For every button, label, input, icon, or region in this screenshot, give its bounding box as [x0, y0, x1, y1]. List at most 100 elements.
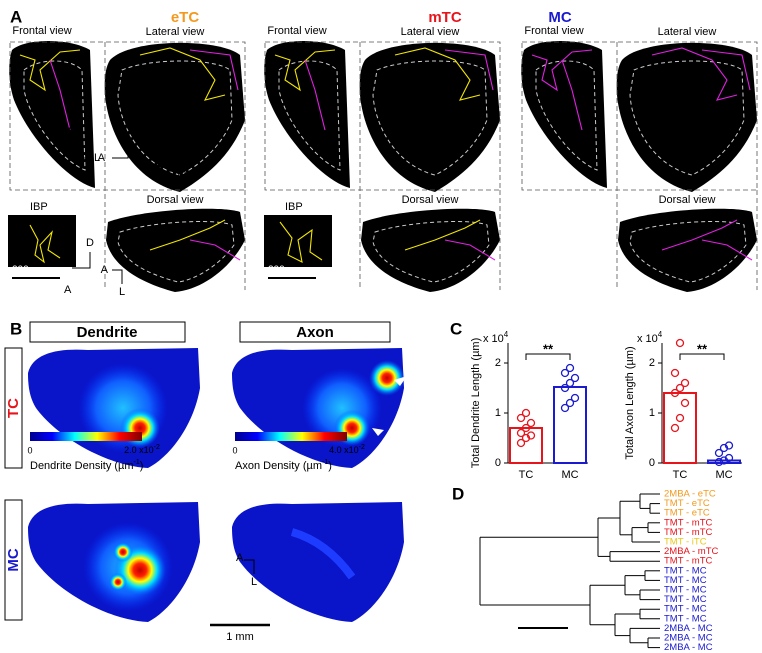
neuron-trace: [701, 49, 751, 91]
brain-outline: [521, 41, 607, 188]
data-point: [670, 368, 680, 378]
group-title: mTC: [428, 9, 462, 26]
compass-label: D: [86, 237, 94, 249]
label-text: Axon Density (µm: [235, 460, 322, 472]
view-label: Frontal view: [267, 25, 326, 37]
neuron-trace: [49, 59, 71, 131]
y-axis-label: Total Axon Length (µm): [624, 346, 636, 459]
view-frame: [264, 41, 501, 191]
neuron-trace: [189, 239, 241, 261]
panel-label: D: [452, 484, 464, 503]
data-point: [521, 423, 531, 433]
data-point: [560, 403, 570, 413]
label-end: ): [140, 460, 144, 472]
leaf-label: 2MBA - mTC: [664, 546, 719, 557]
view-label: Dorsal view: [659, 194, 716, 206]
label-text: Dendrite Density (µm: [30, 460, 134, 472]
view-label: Lateral view: [146, 26, 205, 38]
layer-outline: [117, 60, 233, 176]
layer-outline: [117, 220, 235, 283]
y-tick-label: 2: [649, 357, 655, 369]
x-tick-label: MC: [715, 469, 732, 481]
bar: [663, 392, 697, 464]
neuron-trace: [189, 49, 239, 91]
leaf-label: TMT - mTC: [664, 517, 713, 528]
view-group: eTC Frontal view Lateral view Dorsal view: [9, 9, 246, 292]
label-exponent: -1: [322, 459, 328, 466]
data-point: [680, 398, 690, 408]
y-tick-label: 0: [649, 457, 655, 469]
x-tick-label: TC: [673, 469, 688, 481]
compass-label: L: [251, 576, 257, 588]
significance: **: [697, 341, 708, 356]
data-point: [724, 441, 734, 450]
neuron-trace: [404, 219, 481, 251]
brain-outline: [361, 208, 500, 292]
data-point: [560, 383, 570, 393]
layer-outline: [372, 60, 488, 176]
data-point: [714, 457, 724, 467]
view-label: Frontal view: [12, 25, 71, 37]
inset-label: IBP: [285, 201, 303, 213]
significance: **: [543, 341, 554, 356]
view-frame: [521, 41, 758, 191]
data-point: [565, 398, 575, 408]
row-header-box: [4, 499, 23, 621]
compass: [244, 559, 255, 574]
data-point: [570, 373, 580, 383]
view-label: Dorsal view: [402, 194, 459, 206]
layer-outline: [629, 220, 747, 283]
brain-outline: [104, 42, 246, 192]
view-label: Dorsal view: [147, 194, 204, 206]
colorbar: [235, 432, 347, 441]
compass-label: L: [94, 152, 100, 164]
inset: [8, 215, 76, 267]
panel-label: C: [450, 319, 462, 338]
y-tick-label: 2: [495, 357, 501, 369]
compass: [112, 269, 123, 284]
brain-outline: [106, 208, 245, 292]
data-point: [670, 423, 680, 433]
leaf-label: TMT - MC: [664, 613, 707, 624]
data-point: [526, 431, 536, 440]
brain-outline: [9, 41, 95, 188]
data-point: [516, 413, 526, 423]
data-point: [560, 368, 570, 378]
compass-label: D: [68, 126, 76, 138]
brain-outline: [264, 41, 350, 188]
compass: [72, 252, 91, 269]
leaf-label: TMT - MC: [664, 594, 707, 605]
data-point: [675, 413, 685, 423]
colorbar-tick: 0: [232, 445, 237, 455]
significance-bracket: [525, 353, 571, 360]
neuron-trace: [701, 239, 753, 261]
view-frame: [9, 41, 246, 191]
data-point: [570, 393, 580, 403]
leaf-label: 2MBA - eTC: [664, 489, 716, 500]
layer-outline: [535, 60, 598, 171]
data-point: [675, 383, 685, 393]
multiplier-exponent: 4: [658, 330, 663, 339]
scale-label: 200 µm: [12, 265, 46, 276]
leaf-label: TMT - MC: [664, 565, 707, 576]
tick-exponent: -2: [359, 444, 365, 451]
multiplier-exponent: 4: [504, 330, 509, 339]
data-point: [680, 378, 690, 388]
multiplier-base: x 10: [637, 333, 658, 345]
neuron-trace: [394, 47, 481, 101]
compass-label: A: [236, 552, 244, 564]
brain-outline: [359, 42, 500, 192]
group-title: eTC: [171, 9, 200, 26]
compass: [71, 140, 88, 159]
colorbar-label: Dendrite Density (µm-1): [30, 459, 143, 472]
leaf-label: TMT - iTC: [664, 537, 707, 548]
view-label: Lateral view: [658, 26, 717, 38]
data-point: [526, 418, 536, 428]
row-header: MC: [5, 548, 22, 571]
neuron-trace: [561, 59, 583, 131]
y-tick-label: 0: [495, 457, 501, 469]
multiplier-base: x 10: [483, 333, 504, 345]
leaf-label: 2MBA - MC: [664, 633, 713, 644]
